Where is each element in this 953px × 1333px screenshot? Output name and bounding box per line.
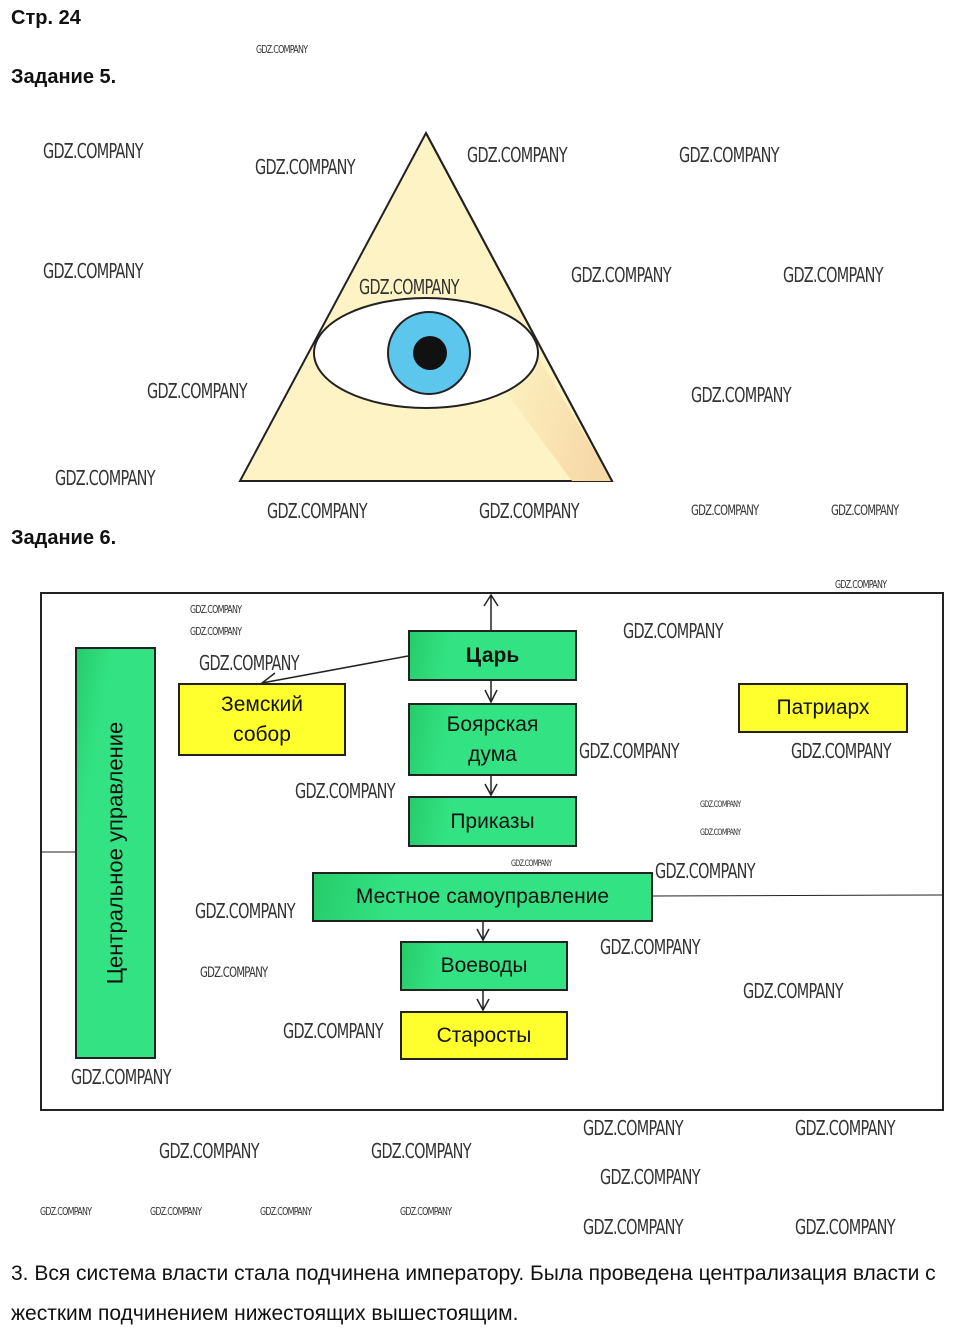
watermark: GDZ.COMPANY xyxy=(795,1116,895,1140)
patriarch-box: Патриарх xyxy=(738,683,908,733)
watermark: GDZ.COMPANY xyxy=(691,503,759,519)
watermark: GDZ.COMPANY xyxy=(831,503,899,519)
zemsky-sobor-box: Земский собор xyxy=(178,683,346,756)
watermark: GDZ.COMPANY xyxy=(479,499,579,523)
watermark: GDZ.COMPANY xyxy=(795,1215,895,1239)
starosty-box: Старосты xyxy=(400,1011,568,1060)
watermark: GDZ.COMPANY xyxy=(700,828,741,838)
watermark: GDZ.COMPANY xyxy=(71,1065,171,1089)
watermark: GDZ.COMPANY xyxy=(283,1019,383,1043)
pyramid-eye-drawing xyxy=(238,130,614,482)
watermark: GDZ.COMPANY xyxy=(783,263,883,287)
page-label: Стр. 24 xyxy=(11,7,81,29)
watermark: GDZ.COMPANY xyxy=(190,625,242,638)
watermark: GDZ.COMPANY xyxy=(579,739,679,763)
watermark: GDZ.COMPANY xyxy=(743,979,843,1003)
watermark: GDZ.COMPANY xyxy=(700,800,741,810)
watermark: GDZ.COMPANY xyxy=(583,1116,683,1140)
watermark: GDZ.COMPANY xyxy=(256,43,308,56)
local-government-box: Местное самоуправление xyxy=(312,872,653,922)
task6-title: Задание 6. xyxy=(11,527,117,549)
watermark: GDZ.COMPANY xyxy=(600,935,700,959)
tsar-box: Царь xyxy=(408,630,577,681)
voevody-box: Воеводы xyxy=(400,941,568,991)
watermark: GDZ.COMPANY xyxy=(623,619,723,643)
watermark: GDZ.COMPANY xyxy=(679,143,779,167)
watermark: GDZ.COMPANY xyxy=(359,275,459,299)
watermark: GDZ.COMPANY xyxy=(159,1139,259,1163)
watermark: GDZ.COMPANY xyxy=(260,1205,312,1218)
prikazy-box: Приказы xyxy=(408,796,577,847)
boyar-duma-box: Боярская дума xyxy=(408,703,577,776)
watermark: GDZ.COMPANY xyxy=(467,143,567,167)
pyramid-shadow xyxy=(508,355,612,481)
watermark: GDZ.COMPANY xyxy=(511,859,552,869)
watermark: GDZ.COMPANY xyxy=(55,466,155,490)
watermark: GDZ.COMPANY xyxy=(199,651,299,675)
task5-title: Задание 5. xyxy=(11,66,117,88)
watermark: GDZ.COMPANY xyxy=(583,1215,683,1239)
watermark: GDZ.COMPANY xyxy=(190,603,242,616)
watermark: GDZ.COMPANY xyxy=(255,155,355,179)
watermark: GDZ.COMPANY xyxy=(400,1205,452,1218)
watermark: GDZ.COMPANY xyxy=(571,263,671,287)
watermark: GDZ.COMPANY xyxy=(43,259,143,283)
watermark: GDZ.COMPANY xyxy=(147,379,247,403)
watermark: GDZ.COMPANY xyxy=(600,1165,700,1189)
watermark: GDZ.COMPANY xyxy=(295,779,395,803)
watermark: GDZ.COMPANY xyxy=(40,1205,92,1218)
watermark: GDZ.COMPANY xyxy=(200,965,268,981)
watermark: GDZ.COMPANY xyxy=(835,578,887,591)
central-management-label: Центральное управление xyxy=(102,721,128,985)
eye-pupil xyxy=(413,336,447,370)
watermark: GDZ.COMPANY xyxy=(43,139,143,163)
watermark: GDZ.COMPANY xyxy=(195,899,295,923)
central-management-box: Центральное управление xyxy=(75,647,156,1059)
watermark: GDZ.COMPANY xyxy=(267,499,367,523)
watermark: GDZ.COMPANY xyxy=(655,859,755,883)
watermark: GDZ.COMPANY xyxy=(791,739,891,763)
answer-3-text: 3. Вся система власти стала подчинена им… xyxy=(11,1262,936,1325)
watermark: GDZ.COMPANY xyxy=(691,383,791,407)
watermark: GDZ.COMPANY xyxy=(150,1205,202,1218)
watermark: GDZ.COMPANY xyxy=(371,1139,471,1163)
